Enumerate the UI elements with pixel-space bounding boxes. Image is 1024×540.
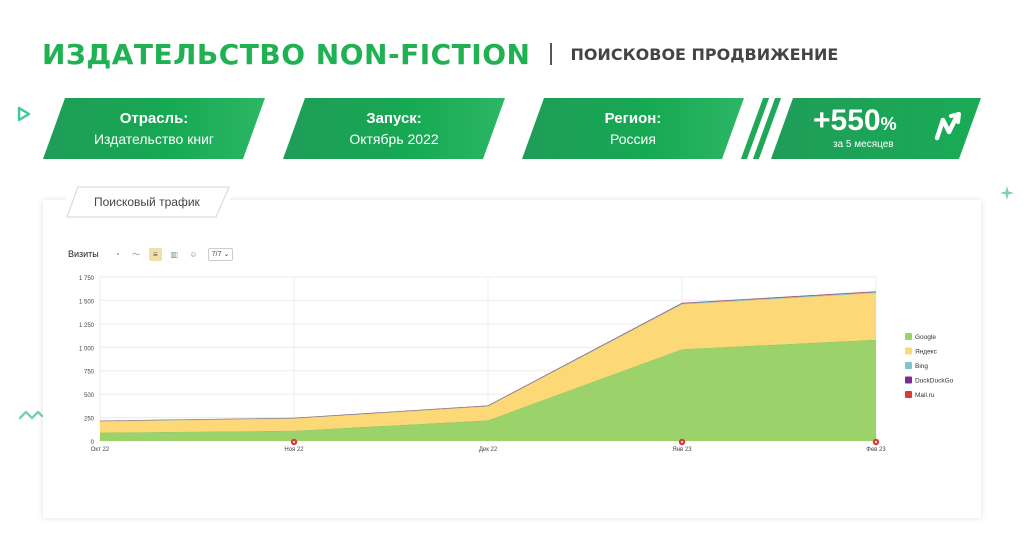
legend-item: Bing [905, 362, 928, 370]
y-tick-label: 1 500 [79, 299, 95, 305]
user-icon[interactable]: ☺ [189, 249, 198, 259]
y-tick-label: 1 750 [79, 276, 95, 282]
growth-arrow-icon [934, 110, 966, 142]
card-industry-label: Отрасль: [119, 109, 189, 127]
annotation-marker-dot [875, 441, 877, 443]
metric-label: Визиты [68, 249, 99, 259]
legend-label: Google [915, 334, 936, 341]
legend-item: DuckDuckGo [905, 376, 954, 385]
y-tick-label: 500 [84, 393, 95, 399]
line-chart-icon[interactable]: 〜 [132, 249, 141, 259]
card-region: Регион: Россия [522, 98, 744, 159]
legend-item: Google [905, 333, 936, 341]
annotation-marker-dot [681, 441, 683, 443]
y-tick-label: 750 [84, 370, 95, 376]
legend-swatch [905, 391, 912, 398]
area-chart-icon[interactable]: ≡ [148, 247, 162, 261]
kpi-growth: +550% за 5 месяцев [771, 98, 981, 159]
x-tick-label: Фев 23 [866, 447, 886, 453]
card-launch-value: Октябрь 2022 [349, 130, 439, 147]
kpi-unit: % [880, 114, 897, 134]
kpi-value: +550% [813, 104, 897, 141]
kpi-caption: за 5 месяцев [833, 139, 894, 150]
title-divider [550, 43, 553, 65]
card-launch-label: Запуск: [366, 109, 422, 127]
x-tick-label: Ноя 22 [284, 447, 304, 453]
series-edge [99, 291, 877, 421]
tab-label: Поисковый трафик [94, 195, 200, 209]
annotation-marker-dot [293, 441, 295, 443]
chart-toolbar: Визиты ◔ 〜 ≡ ▥ ☺ 7/7 ⌄ [68, 246, 234, 262]
segment-selector[interactable]: 7/7 ⌄ [207, 247, 234, 261]
tab-search-traffic[interactable]: Поисковый трафик [66, 186, 230, 218]
card-industry-value: Издательство книг [93, 130, 214, 147]
header: ИЗДАТЕЛЬСТВО NON-FICTION ПОИСКОВОЕ ПРОДВ… [42, 34, 838, 74]
play-triangle-icon [17, 106, 31, 122]
card-launch: Запуск: Октябрь 2022 [283, 98, 505, 159]
legend-label: Яндекс [915, 349, 938, 356]
legend-item: Mail.ru [905, 391, 935, 399]
bar-chart-icon[interactable]: ▥ [170, 249, 179, 259]
tab-outline [66, 186, 230, 218]
legend-label: Mail.ru [915, 392, 935, 399]
y-tick-label: 0 [91, 440, 95, 446]
legend-label: DuckDuckGo [915, 378, 954, 385]
card-region-value: Россия [610, 130, 656, 147]
legend-swatch [905, 347, 912, 355]
legend-swatch [905, 362, 912, 369]
y-tick-label: 1 000 [79, 346, 95, 352]
area-series-яндекс [100, 292, 876, 433]
pie-chart-icon[interactable]: ◔ [114, 249, 120, 259]
legend-label: Bing [915, 363, 928, 370]
x-tick-label: Окт 22 [91, 447, 110, 453]
y-tick-label: 250 [84, 417, 95, 423]
segment-selector-value: 7/7 [211, 250, 222, 258]
page-subtitle: ПОИСКОВОЕ ПРОДВИЖЕНИЕ [570, 44, 839, 64]
sparkle-icon [1000, 186, 1014, 200]
x-tick-label: Дек 22 [479, 447, 498, 453]
area-series-google [100, 339, 876, 441]
legend-swatch [905, 333, 912, 340]
legend-item: Яндекс [905, 347, 938, 356]
card-industry: Отрасль: Издательство книг [43, 98, 265, 159]
kpi-number: +550 [813, 104, 881, 137]
x-tick-label: Янв 23 [672, 447, 692, 453]
y-tick-label: 1 250 [79, 323, 95, 329]
card-region-label: Регион: [604, 109, 662, 127]
legend-swatch [905, 376, 912, 384]
zigzag-icon [18, 410, 44, 420]
page-title: ИЗДАТЕЛЬСТВО NON-FICTION [42, 37, 531, 71]
